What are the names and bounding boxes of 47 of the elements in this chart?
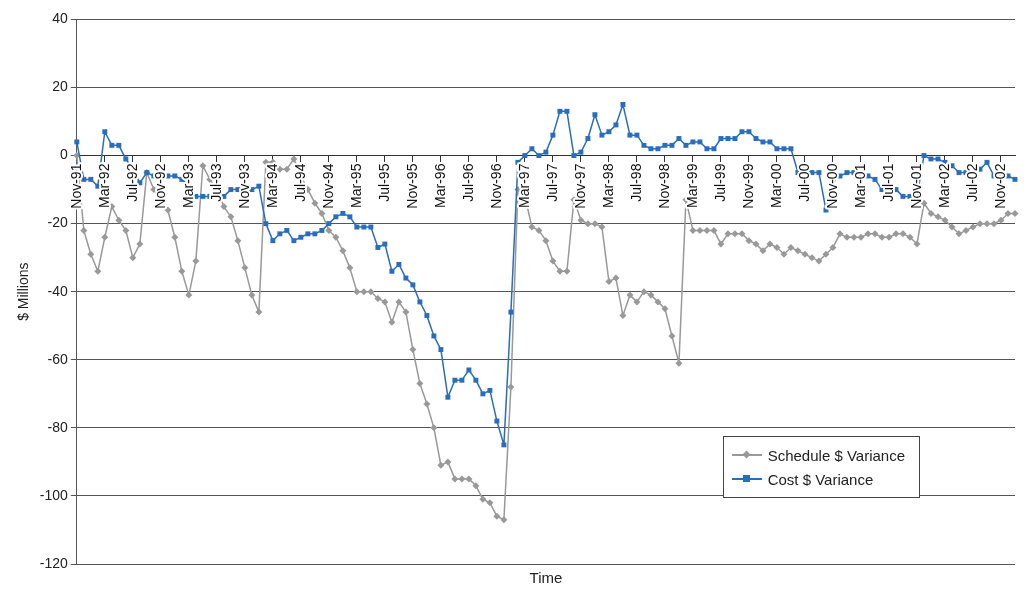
x-tick-label: Mar-96 <box>431 163 448 208</box>
x-tick-label: Nov-99 <box>739 163 756 209</box>
x-tick-label: Nov-00 <box>823 163 840 209</box>
x-tick-label: Nov-01 <box>907 163 924 209</box>
x-tick-label: Nov-95 <box>403 163 420 209</box>
x-tick-label: Jul-92 <box>123 163 140 202</box>
x-tick-label: Mar-01 <box>851 163 868 208</box>
x-tick-label: Mar-00 <box>767 163 784 208</box>
y-tick-label: 0 <box>60 146 69 163</box>
x-tick-label: Mar-99 <box>683 163 700 208</box>
x-tick-label: Mar-93 <box>179 163 196 208</box>
x-tick-label: Mar-92 <box>95 163 112 208</box>
x-tick-label: Jul-93 <box>207 163 224 202</box>
legend-label: Schedule $ Variance <box>767 446 905 464</box>
x-tick-label: Jul-95 <box>375 163 392 202</box>
x-tick-label: Nov-92 <box>151 163 168 209</box>
x-tick-label: Jul-96 <box>459 163 476 202</box>
x-tick-label: Nov-94 <box>319 163 336 209</box>
x-tick-label: Jul-02 <box>963 163 980 202</box>
y-tick-label: -100 <box>39 486 69 503</box>
x-tick-label: Nov-97 <box>571 163 588 209</box>
legend-label: Cost $ Variance <box>767 470 874 488</box>
y-tick-label: -60 <box>47 350 69 367</box>
x-tick-label: Mar-94 <box>263 163 280 208</box>
x-tick-label: Nov-93 <box>235 163 252 209</box>
x-tick-label: Jul-94 <box>291 163 308 202</box>
x-tick-label: Jul-99 <box>711 163 728 202</box>
y-tick-label: -40 <box>47 282 69 299</box>
x-tick-label: Jul-01 <box>879 163 896 202</box>
y-tick-label: -20 <box>47 214 69 231</box>
x-tick-label: Nov-96 <box>487 163 504 209</box>
x-tick-label: Mar-02 <box>935 163 952 208</box>
x-tick-label: Jul-98 <box>627 163 644 202</box>
y-tick-label: -120 <box>39 554 69 571</box>
y-tick-label: 40 <box>52 10 69 27</box>
x-tick-label: Nov-91 <box>67 163 84 209</box>
x-tick-label: Mar-95 <box>347 163 364 208</box>
y-tick-label: 20 <box>52 78 69 95</box>
x-tick-label: Jul-97 <box>543 163 560 202</box>
x-axis-title: Time <box>529 568 563 586</box>
x-tick-label: Jul-00 <box>795 163 812 202</box>
x-tick-label: Mar-97 <box>515 163 532 208</box>
y-axis-title: $ Millions <box>15 262 32 321</box>
x-tick-label: Nov-98 <box>655 163 672 209</box>
x-tick-label: Nov-02 <box>991 163 1008 209</box>
x-tick-label: Mar-98 <box>599 163 616 208</box>
y-tick-label: -80 <box>47 418 69 435</box>
